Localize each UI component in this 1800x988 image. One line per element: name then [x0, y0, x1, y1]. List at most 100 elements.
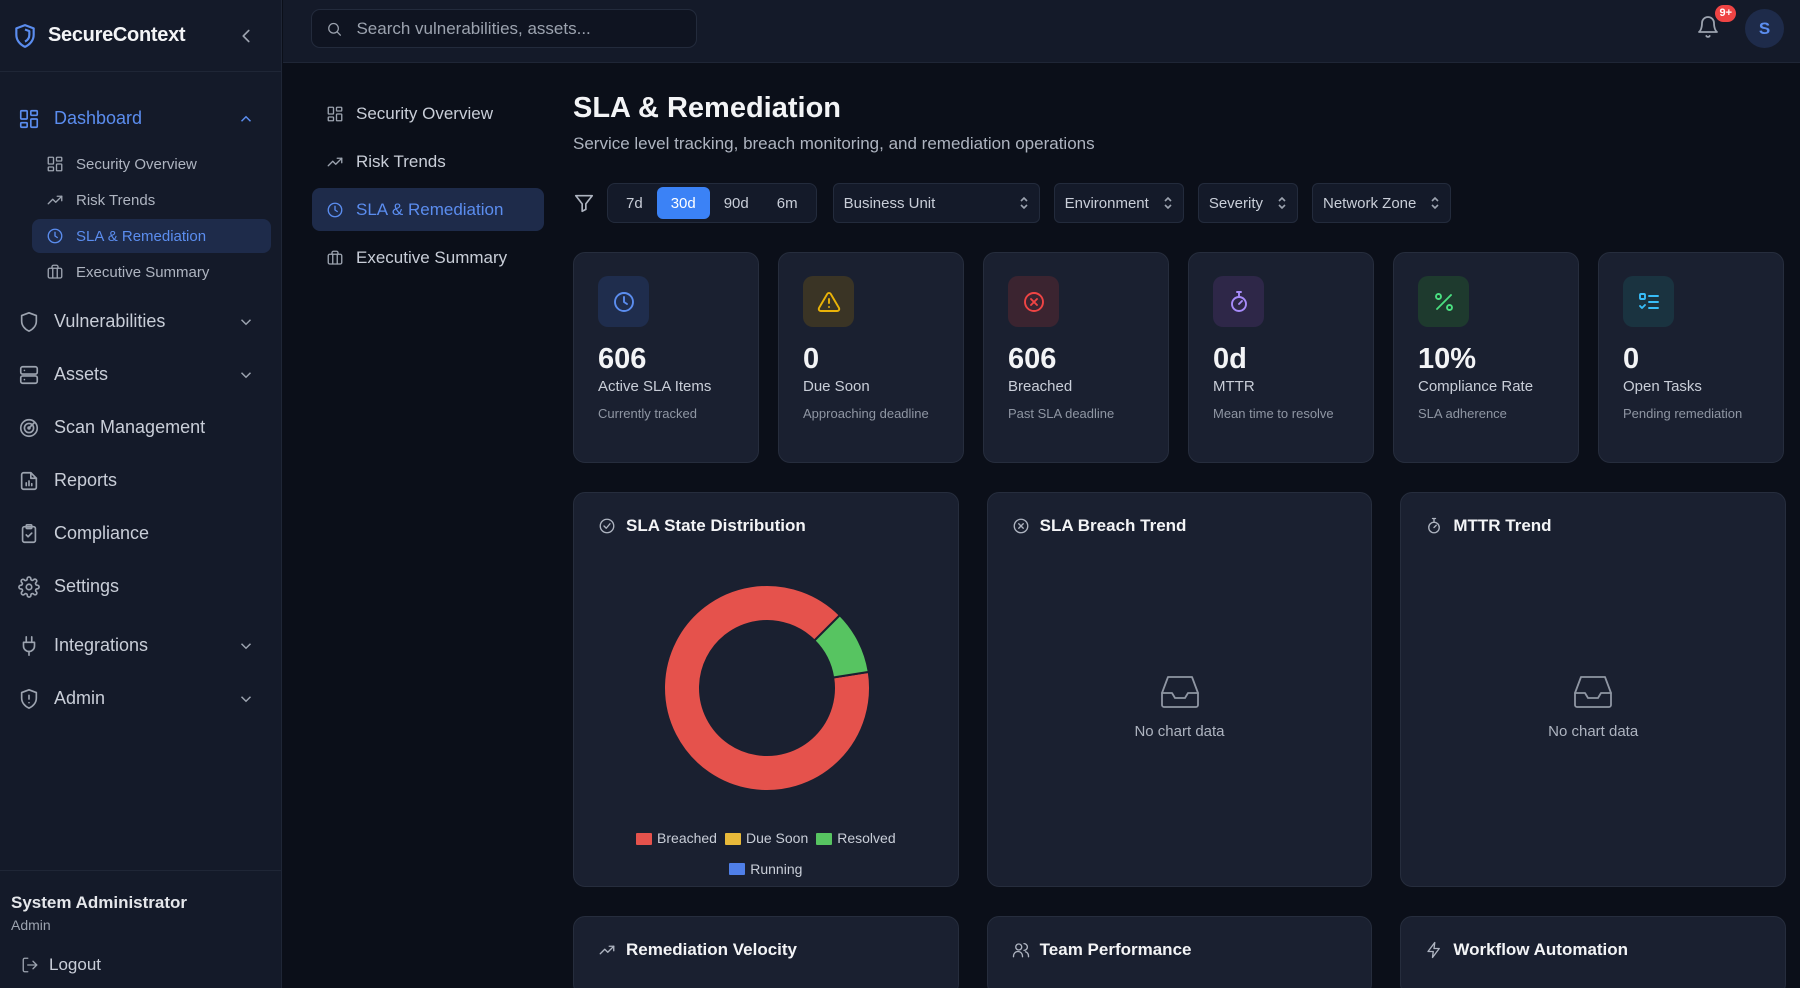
subnav-label: SLA & Remediation — [356, 199, 504, 219]
sidebar-sub-security-overview[interactable]: Security Overview — [32, 147, 271, 181]
subnav-sla-remediation[interactable]: SLA & Remediation — [312, 188, 544, 231]
legend-item-due-soon[interactable]: Due Soon — [724, 824, 809, 853]
card-header: MTTR Trend — [1401, 493, 1785, 536]
shield-icon — [20, 311, 38, 332]
subnav-executive-summary[interactable]: Executive Summary — [312, 236, 544, 279]
kpi-label: Breached — [1008, 378, 1073, 395]
sidebar-sub-sla-remediation[interactable]: SLA & Remediation — [32, 219, 271, 253]
server-icon — [19, 365, 39, 384]
inbox-icon — [1574, 676, 1613, 708]
page-subtitle: Service level tracking, breach monitorin… — [573, 134, 1095, 153]
percent-icon — [1434, 292, 1453, 311]
mttr-trend-card: MTTR Trend No chart data — [1400, 492, 1787, 887]
notification-badge: 9+ — [1715, 5, 1736, 22]
filter-bar: 7d 30d 90d 6m Business Unit Environment … — [573, 183, 1786, 223]
chevron-left-icon[interactable] — [235, 25, 257, 47]
inbox-icon — [1160, 676, 1199, 708]
user-role: Admin — [11, 917, 51, 933]
x-circle-icon — [1023, 291, 1044, 312]
severity-select[interactable]: Severity — [1197, 183, 1298, 223]
chevron-up-down-icon — [1278, 196, 1286, 210]
chart-row: SLA State Distribution Breached Due Soon R… — [573, 492, 1787, 887]
lightning-icon — [1427, 941, 1441, 959]
kpi-icon-wrap — [1008, 276, 1059, 327]
sidebar-sub-risk-trends[interactable]: Risk Trends — [32, 183, 271, 217]
workflow-automation-card: Workflow Automation — [1400, 916, 1787, 988]
kpi-desc: Currently tracked — [598, 406, 697, 421]
x-circle-icon — [1013, 518, 1029, 534]
card-header: Team Performance — [988, 917, 1372, 960]
sidebar-item-assets[interactable]: Assets — [0, 348, 281, 401]
legend-item-breached[interactable]: Breached — [636, 824, 717, 853]
kpi-desc: Past SLA deadline — [1008, 406, 1115, 421]
sidebar-item-compliance[interactable]: Compliance — [0, 507, 281, 560]
donut-slice-breached[interactable] — [663, 584, 871, 792]
shield-alert-icon — [20, 688, 38, 709]
range-90d-button[interactable]: 90d — [723, 194, 749, 212]
time-range-toggle: 7d 30d 90d 6m — [607, 183, 817, 223]
card-header: SLA State Distribution — [574, 493, 958, 536]
sidebar-item-reports[interactable]: Reports — [0, 454, 281, 507]
clipboard-check-icon — [21, 523, 37, 543]
sidebar-item-label: Integrations — [54, 635, 149, 655]
dashboard-icon — [327, 106, 343, 121]
search-box — [311, 9, 697, 48]
select-label: Severity — [1208, 194, 1263, 212]
business-unit-select[interactable]: Business Unit — [832, 183, 1040, 223]
sidebar-sub-label: SLA & Remediation — [76, 227, 207, 245]
legend-label: Resolved — [837, 830, 896, 846]
sidebar-item-label: Assets — [54, 364, 109, 384]
card-header: Workflow Automation — [1401, 917, 1785, 960]
subnav-risk-trends[interactable]: Risk Trends — [312, 140, 544, 183]
kpi-card-open-tasks: 0 Open Tasks Pending remediation — [1598, 252, 1784, 463]
sidebar-item-settings[interactable]: Settings — [0, 560, 281, 613]
legend-item-running[interactable]: Running — [729, 855, 802, 884]
network-zone-select[interactable]: Network Zone — [1312, 183, 1452, 223]
kpi-card-mttr: 0d MTTR Mean time to resolve — [1188, 252, 1374, 463]
kpi-value: 0d — [1213, 343, 1247, 375]
subnav-security-overview[interactable]: Security Overview — [312, 92, 544, 135]
sidebar-sub-executive-summary[interactable]: Executive Summary — [32, 255, 271, 289]
legend-item-resolved[interactable]: Resolved — [816, 824, 896, 853]
logout-button[interactable]: Logout — [21, 955, 271, 975]
kpi-card-compliance: 10% Compliance Rate SLA adherence — [1393, 252, 1579, 463]
kpi-card-active-sla: 606 Active SLA Items Currently tracked — [573, 252, 759, 463]
team-performance-card: Team Performance — [986, 916, 1373, 988]
select-label: Environment — [1064, 194, 1149, 212]
sidebar-item-dashboard[interactable]: Dashboard — [0, 92, 281, 145]
sidebar-item-integrations[interactable]: Integrations — [0, 619, 281, 672]
sla-state-card: SLA State Distribution Breached Due Soon R… — [573, 492, 959, 887]
environment-select[interactable]: Environment — [1053, 183, 1184, 223]
shield-logo-icon — [15, 23, 35, 48]
sla-donut-chart — [663, 584, 871, 792]
clock-icon — [327, 202, 343, 217]
kpi-value: 606 — [598, 343, 647, 375]
check-circle-icon — [599, 518, 615, 534]
sidebar-item-vulnerabilities[interactable]: Vulnerabilities — [0, 295, 281, 348]
warning-icon — [817, 291, 840, 312]
dashboard-icon — [47, 156, 63, 172]
empty-text: No chart data — [1134, 723, 1225, 740]
stopwatch-icon — [1230, 290, 1247, 312]
subnav-label: Security Overview — [356, 103, 493, 123]
range-7d-button[interactable]: 7d — [626, 194, 643, 212]
kpi-label: Compliance Rate — [1418, 378, 1534, 395]
chevron-up-down-icon — [1020, 196, 1028, 210]
bell-icon[interactable] — [1696, 15, 1720, 39]
subnav-label: Executive Summary — [356, 247, 508, 267]
search-input[interactable] — [356, 18, 682, 39]
sidebar-item-admin[interactable]: Admin — [0, 672, 281, 725]
sidebar-item-label: Reports — [54, 470, 118, 490]
briefcase-icon — [327, 250, 343, 265]
legend-label: Due Soon — [745, 830, 809, 846]
sidebar-item-scan-management[interactable]: Scan Management — [0, 401, 281, 454]
sidebar-item-label: Admin — [54, 688, 106, 708]
avatar[interactable]: S — [1745, 9, 1784, 48]
chart-legend: Breached Due Soon Resolved Running — [574, 824, 958, 885]
card-header: SLA Breach Trend — [988, 493, 1372, 536]
donut-slice-resolved[interactable] — [812, 613, 870, 679]
kpi-icon-wrap — [1213, 276, 1264, 327]
range-6m-button[interactable]: 6m — [776, 194, 798, 212]
kpi-label: Due Soon — [803, 378, 870, 395]
range-30d-button[interactable]: 30d — [656, 187, 710, 219]
